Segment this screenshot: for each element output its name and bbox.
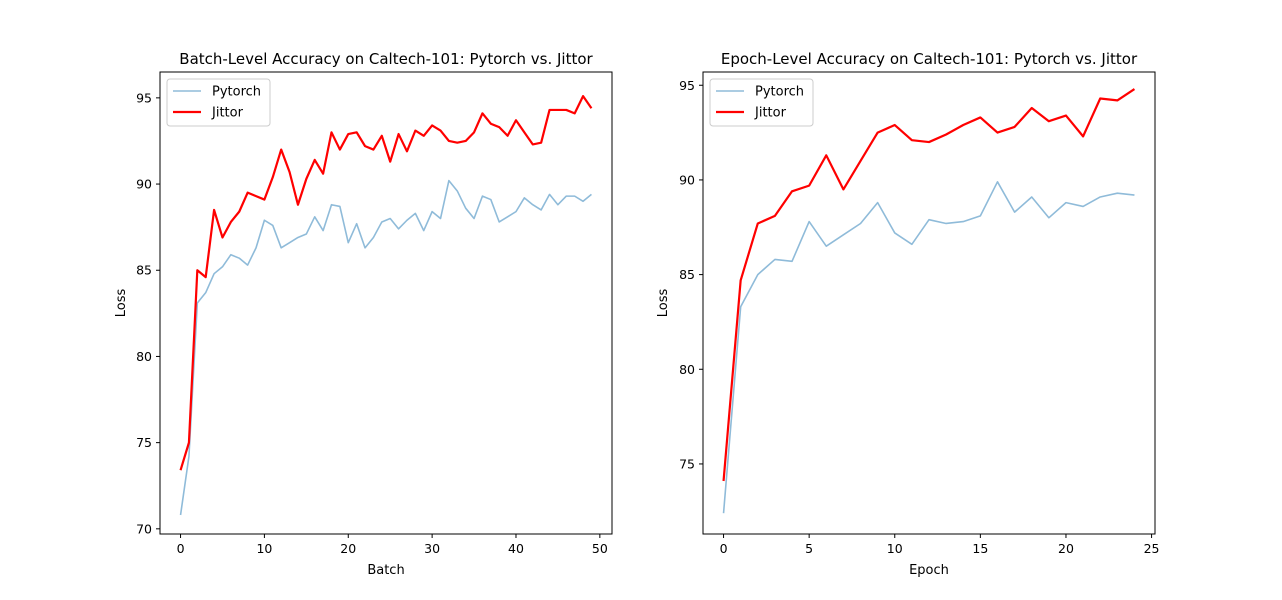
y-tick-label: 95 [679, 78, 695, 93]
y-tick-label: 75 [679, 456, 695, 471]
y-tick-label: 95 [136, 90, 152, 105]
y-tick-label: 85 [136, 263, 152, 278]
x-tick-label: 10 [887, 541, 903, 556]
y-tick-label: 90 [136, 177, 152, 192]
chart-1: Batch-Level Accuracy on Caltech-101: Pyt… [114, 50, 613, 578]
y-tick-label: 75 [136, 435, 152, 450]
series-line-pytorch [179, 179, 592, 516]
x-tick-label: 10 [256, 541, 272, 556]
x-tick-label: 20 [340, 541, 356, 556]
y-tick-label: 80 [679, 362, 695, 377]
chart-title: Epoch-Level Accuracy on Caltech-101: Pyt… [721, 50, 1138, 68]
y-tick-label: 70 [136, 521, 152, 536]
x-axis-label: Batch [367, 563, 404, 578]
legend-label-pytorch: Pytorch [212, 85, 261, 100]
series-line-jittor [179, 95, 593, 471]
x-tick-label: 0 [720, 541, 728, 556]
x-tick-label: 25 [1144, 541, 1160, 556]
chart-title: Batch-Level Accuracy on Caltech-101: Pyt… [179, 50, 593, 68]
y-tick-label: 90 [679, 172, 695, 187]
legend-label-jittor: Jittor [211, 106, 244, 121]
legend-label-pytorch: Pytorch [755, 85, 804, 100]
axes-frame [702, 71, 1156, 535]
y-tick-label: 85 [679, 267, 695, 282]
x-tick-label: 15 [972, 541, 988, 556]
legend-label-jittor: Jittor [754, 106, 787, 121]
chart-2: Epoch-Level Accuracy on Caltech-101: Pyt… [656, 50, 1160, 578]
series-line-pytorch [722, 181, 1135, 514]
y-axis-label: Loss [114, 289, 129, 318]
axes-frame [159, 71, 613, 535]
x-axis-label: Epoch [909, 563, 949, 578]
x-tick-label: 40 [508, 541, 524, 556]
y-tick-label: 80 [136, 349, 152, 364]
x-tick-label: 0 [177, 541, 185, 556]
x-tick-label: 20 [1058, 541, 1074, 556]
y-axis-label: Loss [656, 289, 671, 318]
series-line-jittor [722, 88, 1136, 482]
x-tick-label: 30 [424, 541, 440, 556]
x-tick-label: 50 [592, 541, 608, 556]
x-tick-label: 5 [805, 541, 813, 556]
